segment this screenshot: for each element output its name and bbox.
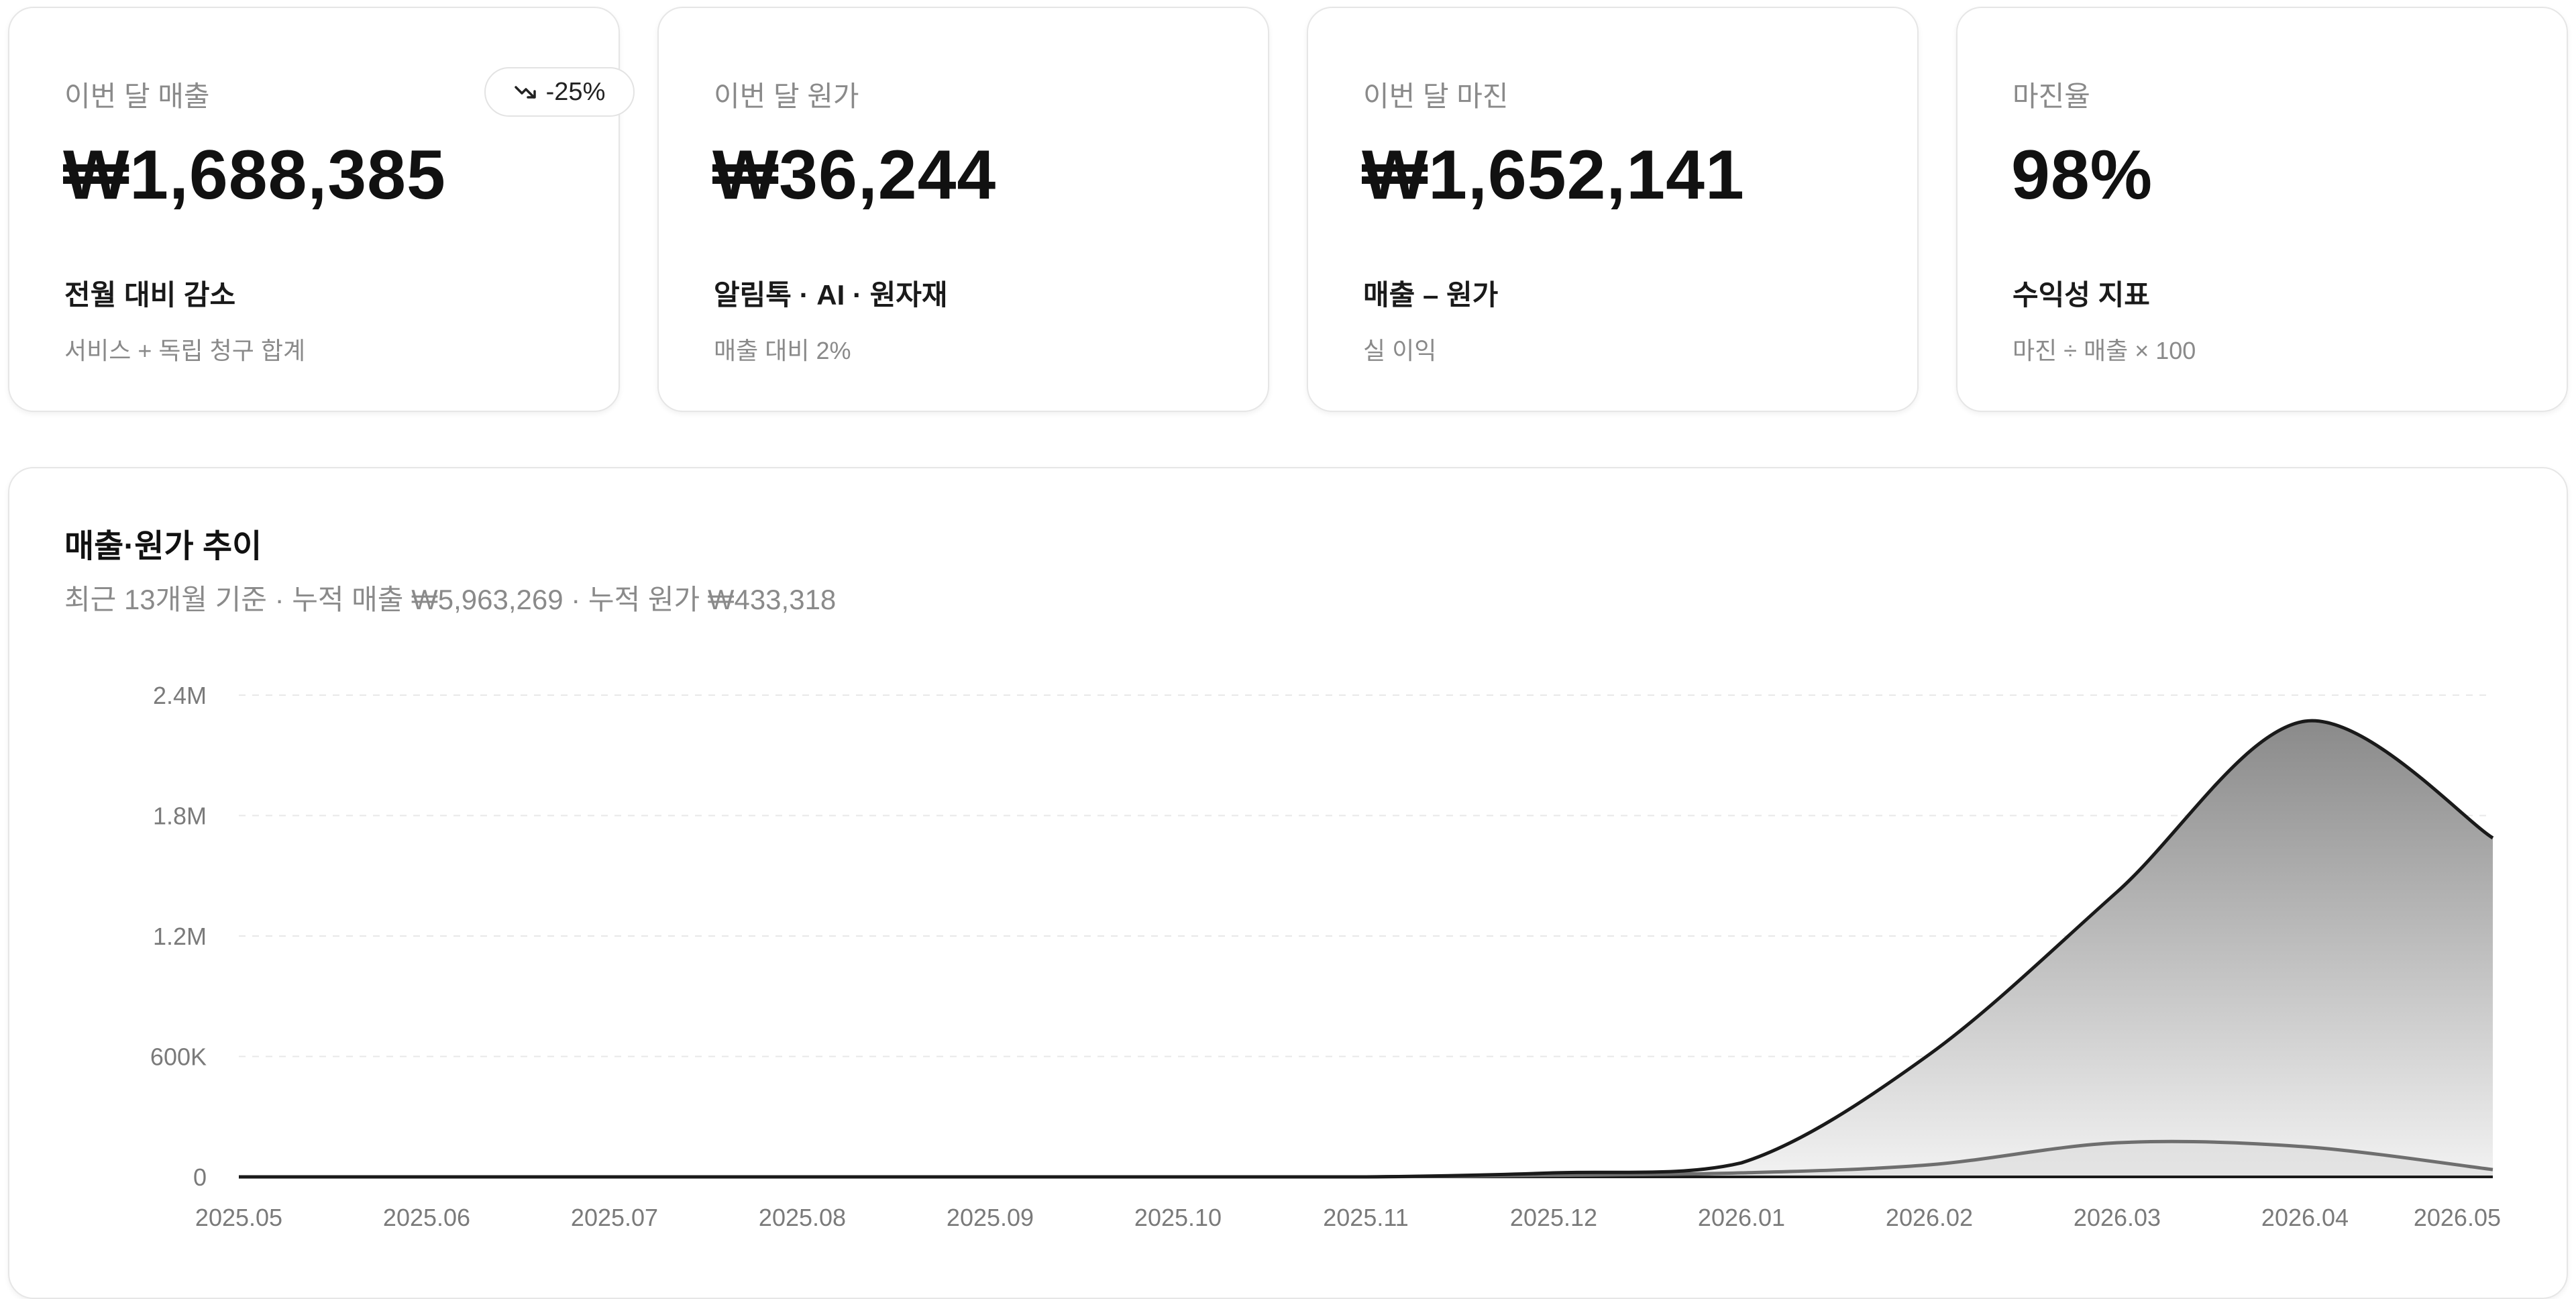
revenue-area (239, 721, 2493, 1177)
kpi-value: 98% (2011, 136, 2153, 214)
kpi-note: 매출 대비 2% (714, 337, 851, 364)
revenue-line (238, 719, 2494, 1179)
kpi-card-margin-rate: 마진율 98% 수익성 지표 마진 ÷ 매출 × 100 (1956, 7, 2568, 412)
kpi-label: 이번 달 매출 (64, 81, 210, 112)
kpi-note: 실 이익 (1363, 337, 1437, 364)
chart-title: 매출·원가 추이 (64, 529, 262, 564)
trend-down-icon (514, 86, 536, 99)
kpi-note: 서비스 + 독립 청구 합계 (64, 337, 306, 364)
x-tick-label: 2026.02 (1886, 1204, 1973, 1231)
change-badge: -25% (484, 67, 635, 117)
trend-chart: 2.4M 1.8M 1.2M 600K 0 2025.05 2025.06 2025.07 20… (150, 682, 2501, 1231)
y-tick-label: 1.2M (153, 923, 207, 950)
kpi-value: ₩36,244 (712, 136, 997, 214)
kpi-value: ₩1,688,385 (63, 136, 446, 214)
x-tick-label: 2025.06 (383, 1204, 470, 1231)
kpi-label: 마진율 (2012, 81, 2090, 112)
x-tick-label: 2026.03 (2074, 1204, 2161, 1231)
kpi-value: ₩1,652,141 (1362, 136, 1745, 214)
x-tick-label: 2025.08 (759, 1204, 846, 1231)
kpi-subtitle: 매출 – 원가 (1363, 279, 1499, 311)
cost-area (239, 1141, 2493, 1177)
x-tick-label: 2025.12 (1510, 1204, 1597, 1231)
kpi-card-revenue: 이번 달 매출 -25% ₩1,688,385 전월 대비 감소 서비스 + 독… (8, 7, 635, 412)
x-tick-label: 2025.09 (947, 1204, 1034, 1231)
kpi-note: 마진 ÷ 매출 × 100 (2012, 337, 2196, 364)
x-tick-label: 2025.10 (1134, 1204, 1222, 1231)
x-tick-label: 2025.11 (1323, 1204, 1408, 1231)
x-tick-label: 2026.04 (2261, 1204, 2349, 1231)
y-tick-label: 2.4M (153, 682, 207, 709)
kpi-label: 이번 달 원가 (714, 81, 859, 112)
y-tick-label: 600K (150, 1043, 207, 1071)
x-tick-label: 2026.01 (1698, 1204, 1785, 1231)
kpi-subtitle: 알림톡 · AI · 원자재 (714, 279, 948, 311)
change-badge-text: -25% (545, 77, 606, 106)
kpi-subtitle: 전월 대비 감소 (64, 279, 236, 311)
kpi-card-cost: 이번 달 원가 ₩36,244 알림톡 · AI · 원자재 매출 대비 2% (657, 7, 1269, 412)
x-tick-label: 2026.05 (2414, 1204, 2501, 1231)
x-tick-label: 2025.05 (195, 1204, 282, 1231)
y-tick-label: 1.8M (153, 802, 207, 830)
kpi-subtitle: 수익성 지표 (2012, 279, 2150, 311)
kpi-label: 이번 달 마진 (1363, 81, 1509, 112)
y-tick-label: 0 (193, 1163, 207, 1191)
chart-subtitle: 최근 13개월 기준 · 누적 매출 ₩5,963,269 · 누적 원가 ₩4… (64, 584, 837, 615)
kpi-card-margin: 이번 달 마진 ₩1,652,141 매출 – 원가 실 이익 (1307, 7, 1919, 412)
x-tick-label: 2025.07 (571, 1204, 658, 1231)
